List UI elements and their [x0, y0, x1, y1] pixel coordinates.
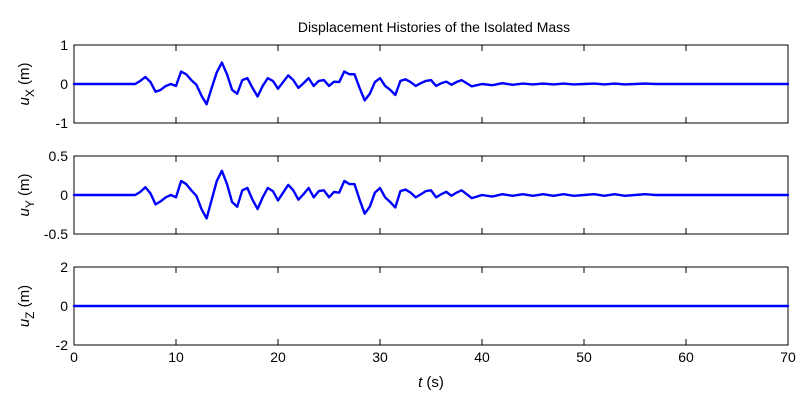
y-tick-label: -0.5 [44, 226, 68, 242]
x-axis-label-var: t [418, 374, 423, 391]
series-line [72, 169, 790, 220]
series-line [72, 61, 790, 106]
x-tick-label: 40 [474, 349, 490, 365]
y-axis-label: uZ (m) [16, 285, 37, 327]
y-axis-label-sub: X [23, 89, 37, 97]
panel-1: -1 0 1 uX (m) [16, 37, 790, 131]
x-tick-label: 50 [576, 349, 592, 365]
chart-title: Displacement Histories of the Isolated M… [298, 19, 570, 35]
y-axis-label-base: u [16, 318, 33, 327]
y-axis-label-base: u [16, 208, 33, 217]
x-axis-label: t (s) [418, 374, 444, 391]
y-tick-label: -2 [56, 337, 69, 353]
y-axis-label-unit: (m) [16, 285, 33, 312]
y-tick-label: 2 [60, 259, 68, 275]
y-axis-label-sub: Z [23, 311, 37, 318]
y-tick-label: -1 [56, 115, 69, 131]
x-tick-label: 10 [168, 349, 184, 365]
x-axis-label-unit: (s) [422, 374, 444, 391]
y-axis-label: uY (m) [16, 173, 37, 216]
x-tick-label: 30 [372, 349, 388, 365]
x-tick-label: 20 [270, 349, 286, 365]
y-tick-label: 0 [60, 76, 68, 92]
y-axis-label-unit: (m) [16, 62, 33, 89]
x-tick-label: 0 [70, 349, 78, 365]
y-axis-label-sub: Y [23, 200, 37, 208]
panel-2: -0.5 0 0.5 uY (m) [16, 148, 790, 242]
x-tick-label: 70 [780, 349, 796, 365]
y-tick-label: 0 [60, 187, 68, 203]
x-tick-label: 60 [678, 349, 694, 365]
y-tick-label: 1 [60, 37, 68, 53]
y-tick-label: 0 [60, 298, 68, 314]
y-axis-label: uX (m) [16, 62, 37, 105]
y-tick-label: 0.5 [49, 148, 69, 164]
y-axis-label-base: u [16, 97, 33, 106]
y-axis-label-unit: (m) [16, 173, 33, 200]
